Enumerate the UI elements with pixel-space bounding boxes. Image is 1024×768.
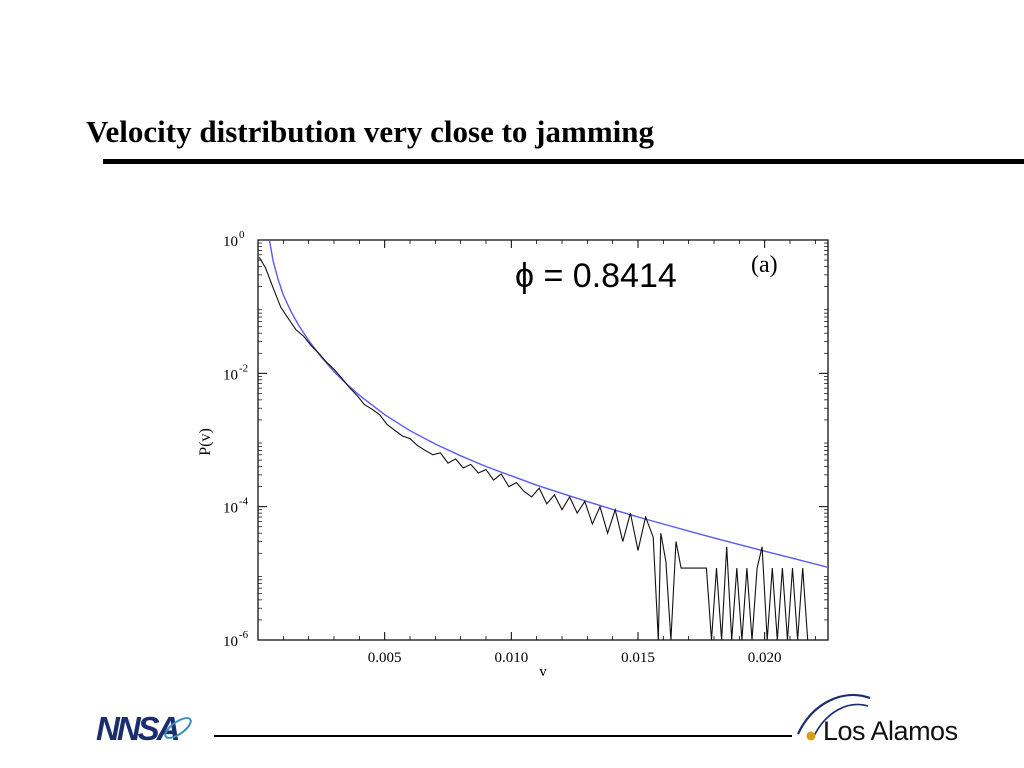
title-divider bbox=[103, 159, 1024, 164]
minor-ticks bbox=[258, 240, 828, 640]
y-tick-label: 10 bbox=[223, 234, 238, 250]
y-tick-exponent: -4 bbox=[239, 496, 249, 508]
x-tick-label: 0.020 bbox=[748, 650, 782, 666]
x-tick-label: 0.015 bbox=[621, 650, 655, 666]
swoosh-icon bbox=[797, 693, 871, 735]
x-axis-ticks: 0.005 0.010 0.015 0.020 bbox=[368, 240, 782, 666]
y-tick-label: 10 bbox=[223, 367, 238, 383]
y-tick-label: 10 bbox=[223, 501, 238, 517]
x-axis-label: v bbox=[539, 664, 547, 680]
phi-annotation: ϕ = 0.8414 bbox=[515, 257, 677, 295]
fit-curve bbox=[268, 240, 828, 568]
y-tick-exponent: -2 bbox=[239, 362, 248, 374]
atom-orbit-icon bbox=[164, 717, 192, 739]
y-tick-exponent: -6 bbox=[239, 629, 249, 641]
x-tick-label: 0.010 bbox=[494, 650, 528, 666]
nnsa-logo: NNSA bbox=[96, 710, 192, 747]
footer-divider bbox=[214, 735, 792, 737]
plot-frame bbox=[257, 239, 829, 641]
y-tick-label: 10 bbox=[223, 634, 238, 650]
panel-label: (a) bbox=[751, 252, 778, 278]
gold-dot-icon bbox=[806, 731, 816, 741]
los-alamos-logo-swoosh-icon bbox=[797, 693, 871, 741]
slide-title: Velocity distribution very close to jamm… bbox=[86, 114, 654, 149]
data-curve bbox=[258, 257, 809, 640]
y-axis-label: P(v) bbox=[197, 428, 214, 456]
x-tick-label: 0.005 bbox=[368, 650, 402, 666]
los-alamos-logo-text: Los Alamos bbox=[823, 716, 958, 746]
y-tick-exponent: 0 bbox=[239, 229, 245, 241]
swoosh-inner-icon bbox=[813, 703, 869, 737]
nnsa-logo-text: NNSA bbox=[96, 710, 179, 747]
